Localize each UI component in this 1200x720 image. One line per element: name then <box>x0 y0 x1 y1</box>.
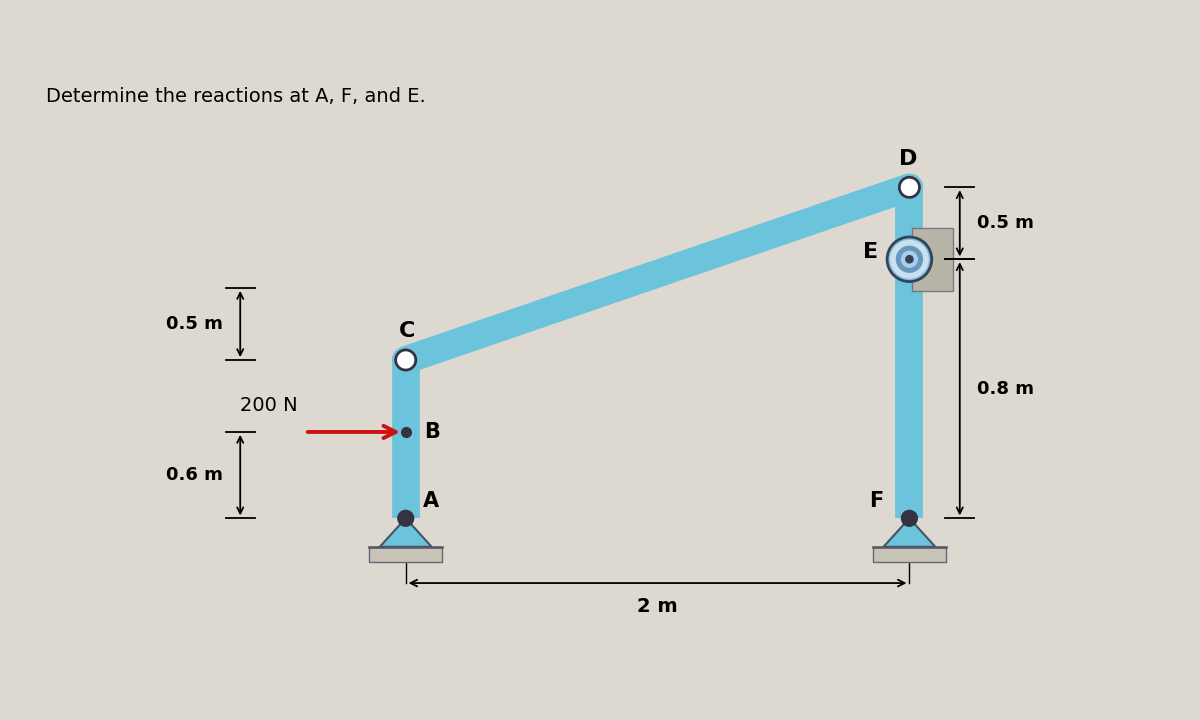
Text: 200 N: 200 N <box>240 396 298 415</box>
Circle shape <box>899 177 919 197</box>
Text: 0.8 m: 0.8 m <box>977 379 1034 397</box>
Text: A: A <box>422 491 439 511</box>
Text: E: E <box>863 242 877 262</box>
Polygon shape <box>883 518 935 546</box>
Circle shape <box>890 240 928 278</box>
Circle shape <box>398 510 414 526</box>
Circle shape <box>896 246 923 272</box>
Circle shape <box>396 350 415 370</box>
Text: Determine the reactions at A, F, and E.: Determine the reactions at A, F, and E. <box>46 86 426 106</box>
Text: F: F <box>869 491 883 511</box>
Circle shape <box>887 237 931 282</box>
Polygon shape <box>912 228 953 291</box>
Text: C: C <box>398 321 415 341</box>
Polygon shape <box>370 546 442 562</box>
Circle shape <box>901 510 917 526</box>
Text: 0.5 m: 0.5 m <box>977 215 1034 233</box>
Circle shape <box>906 256 913 263</box>
Text: 2 m: 2 m <box>637 598 678 616</box>
Text: 0.5 m: 0.5 m <box>166 315 223 333</box>
Circle shape <box>901 251 917 267</box>
Polygon shape <box>380 518 432 546</box>
Polygon shape <box>874 546 946 562</box>
Text: B: B <box>425 422 440 442</box>
Text: D: D <box>899 148 917 168</box>
Text: 0.6 m: 0.6 m <box>166 466 223 484</box>
